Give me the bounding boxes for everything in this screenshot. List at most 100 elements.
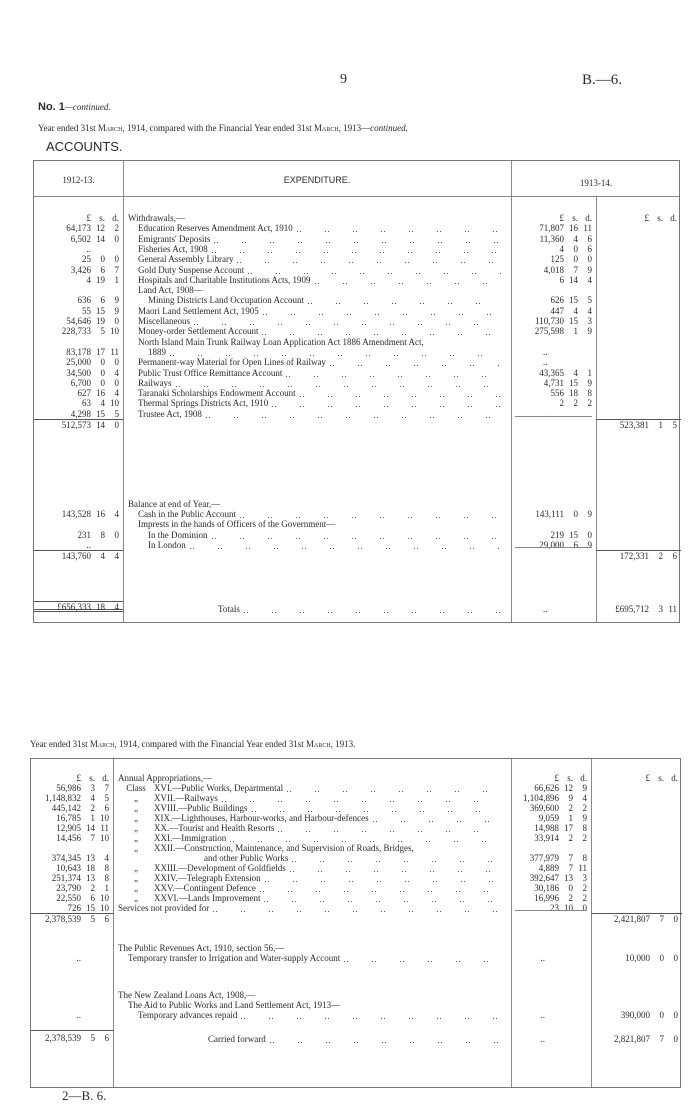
class-marker: „ (134, 863, 138, 873)
amount-1912-13: 1,148,832 4 5 (31, 793, 113, 803)
amount-pounds: 2,421,807 (614, 914, 650, 924)
amount-1912-13: 25,000 0 0 (34, 357, 123, 367)
amount-pence: 4 (587, 305, 593, 316)
description-text: XXV.—Contingent Defence (154, 883, 256, 893)
amount-pounds: 43,365 (539, 367, 564, 378)
amount-pounds: 556 (550, 388, 565, 399)
footer-reference: 2—B. 6. (62, 1088, 107, 1103)
amount-pence: 11 (668, 604, 677, 614)
amount-shillings: 1 (573, 326, 579, 337)
table-row: Balance at end of Year,— (34, 499, 679, 509)
amount-pence: d. (112, 213, 119, 223)
amount-pence: 0 (673, 914, 679, 924)
amount-1912-13: 445,142 2 6 (31, 803, 113, 813)
table-row: 627 16 4 Taranaki Scholarships Endowment Ac… (34, 388, 681, 399)
amount-pounds: 636 (77, 295, 92, 306)
dot-leader (205, 408, 501, 419)
row-description: Annual Appropriations,— (113, 773, 511, 783)
amount-1913-14: 6 14 4 (511, 275, 596, 285)
amount-pounds: .. (543, 357, 548, 368)
dot-leader (289, 863, 501, 873)
amount-total-1913-14 (596, 306, 681, 316)
description-text: Annual Appropriations,— (118, 773, 212, 783)
amount-total-1913-14: £ s. d. (591, 773, 682, 783)
table-row: .. Fisheries Act, 1908 4 0 6 (34, 243, 679, 254)
row-description: Public Trust Office Remittance Account (123, 367, 511, 378)
dot-leader (278, 823, 501, 833)
row-description: North Island Main Trunk Railway Loan App… (123, 337, 511, 347)
amount-pence: 8 (582, 823, 588, 833)
amount-shillings: 7 (573, 264, 579, 275)
amount-pence: 0 (114, 420, 120, 430)
description-text: Money-order Settlement Account (138, 326, 259, 337)
description-text: Education Reserves Amendment Act, 1910 (138, 223, 293, 234)
amount-1913-14 (511, 419, 596, 429)
amount-shillings: 13 (564, 873, 573, 883)
amount-total-1913-14 (596, 388, 681, 398)
subtotal-rule (515, 547, 592, 548)
amount-pounds: 9,059 (538, 813, 559, 823)
dot-leader (292, 853, 501, 863)
amount-total-1913-14 (596, 409, 681, 419)
amount-pence: 9 (114, 295, 120, 306)
amount-pence: d. (585, 213, 592, 223)
class-marker: Class (126, 783, 146, 793)
amount-pounds: .. (543, 346, 548, 357)
amount-1912-13: 56,986 3 7 (31, 783, 113, 793)
dot-leader (237, 254, 501, 265)
section-heading: No. 1—continued. (38, 101, 111, 113)
amount-shillings: 2 (568, 833, 574, 843)
dot-leader (329, 357, 501, 368)
description-text: XXIV.—Telegraph Extension (154, 873, 261, 883)
description-text: The Public Revenues Act, 1910, section 5… (118, 943, 285, 953)
table-row: „ XXII.—Construction, Maintenance, and Su… (31, 843, 680, 853)
dot-leader (175, 377, 501, 388)
amount-pence: 0 (114, 316, 120, 326)
amount-1913-14: 275,598 1 9 (511, 326, 596, 336)
row-description: Permanent-way Material for Open Lines of… (123, 357, 511, 368)
amount-pounds: 34,500 (66, 367, 91, 378)
row-description: Class XVI.—Public Works, Departmental (113, 783, 511, 793)
amount-1912-13 (34, 499, 123, 509)
amount-pence: 11 (578, 863, 587, 873)
amount-total-1913-14: 2,821,807 7 0 (591, 1034, 682, 1044)
row-description: Thermal Springs Districts Act, 1910 (123, 398, 511, 409)
row-description: „ XXII.—Construction, Maintenance, and Su… (113, 843, 511, 853)
amount-1912-13: £ s. d. (34, 213, 123, 223)
amount-pence: 4 (104, 853, 110, 863)
dot-leader (264, 893, 501, 903)
amount-1913-14: 125 0 0 (511, 254, 596, 264)
amount-pounds: 512,573 (61, 420, 91, 430)
amount-shillings: 18 (569, 388, 578, 399)
amount-shillings (545, 1034, 559, 1044)
amount-pence: 6 (104, 803, 110, 813)
table-row: 64,173 12 2 Education Reserves Amendment Ac… (34, 223, 679, 234)
amount-pounds: 4,731 (543, 377, 564, 388)
amount-pounds: 10,643 (56, 863, 81, 873)
amount-total-1913-14 (596, 509, 681, 519)
amount-pounds: 71,807 (539, 223, 564, 234)
page-number: 9 (340, 72, 347, 87)
amount-pence: 9 (582, 813, 588, 823)
amount-shillings: 14 (86, 823, 95, 833)
table2-subtitle: Year ended 31st March, 1914, compared wi… (30, 739, 356, 749)
amount-1913-14: £ s. d. (511, 213, 596, 223)
amount-pounds: .. (86, 539, 92, 550)
description-text: North Island Main Trunk Railway Loan App… (138, 336, 424, 347)
amount-pounds: 219 (550, 529, 565, 540)
amount-pounds: £ (645, 773, 651, 783)
row-description: „ XXV.—Contingent Defence (113, 883, 511, 893)
amount-1912-13: 6,502 14 0 (34, 234, 123, 244)
amount-shillings: 10 (564, 903, 573, 913)
table-row: 22,550 6 10 „ XXVI.—Lands Improvement 16,996 2… (31, 893, 680, 903)
amount-pence: 4 (114, 367, 120, 378)
row-description: „ XX.—Tourist and Health Resorts (113, 823, 511, 833)
amount-pence: 6 (587, 243, 593, 254)
amount-shillings: 17 (564, 823, 573, 833)
amount-1913-14 (511, 1000, 591, 1010)
row-description: Maori Land Settlement Act, 1905 (123, 305, 511, 316)
amount-1912-13: 374,345 13 4 (31, 853, 113, 863)
amount-1912-13: 143,528 16 4 (34, 509, 123, 519)
amount-shillings: 14 (96, 233, 105, 244)
amount-shillings: 15 (569, 316, 578, 326)
